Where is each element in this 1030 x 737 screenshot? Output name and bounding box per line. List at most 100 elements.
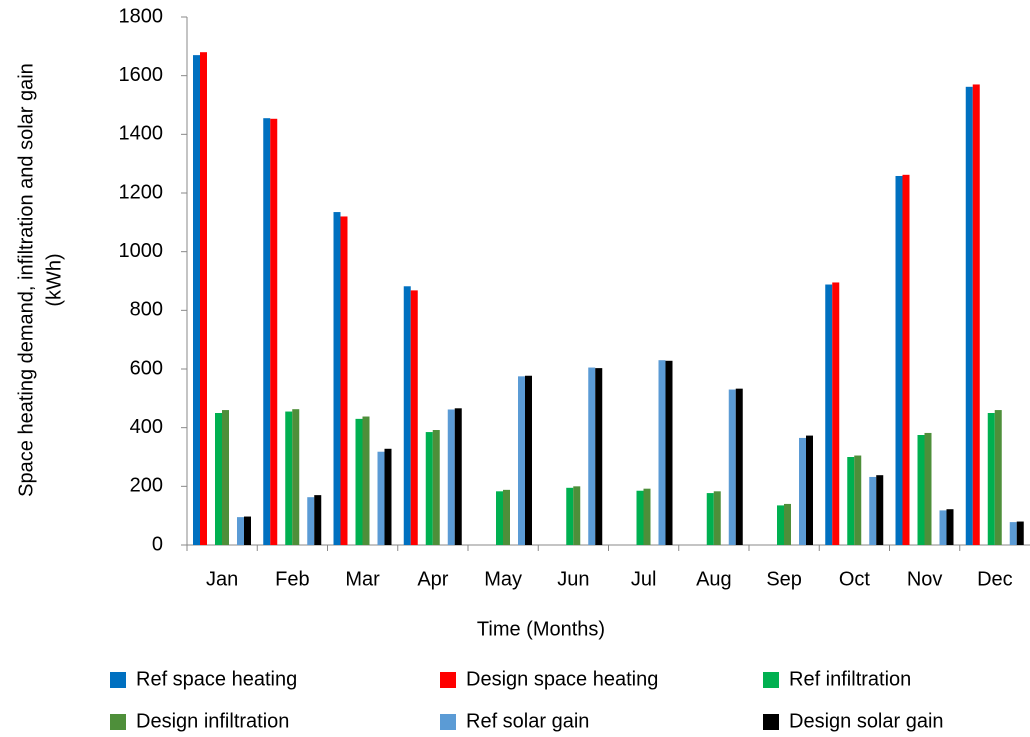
- bar: [643, 488, 651, 545]
- bar: [263, 118, 271, 545]
- bar: [215, 413, 222, 545]
- legend-label: Design infiltration: [136, 710, 289, 732]
- bar: [636, 490, 644, 545]
- bar: [728, 389, 736, 545]
- y-axis-title: (kWh): [43, 253, 65, 306]
- bar: [573, 486, 581, 545]
- bar: [496, 491, 503, 545]
- bar: [410, 290, 418, 545]
- y-tick-label: 1000: [119, 240, 164, 262]
- y-tick-label: 1200: [119, 181, 164, 203]
- bar: [307, 497, 315, 545]
- legend-swatch: [440, 714, 456, 730]
- bar: [665, 360, 673, 545]
- legend-swatch: [110, 672, 126, 688]
- bar: [924, 432, 932, 545]
- bar: [847, 457, 855, 545]
- x-tick-label: Dec: [977, 568, 1013, 590]
- bar: [193, 55, 200, 546]
- bar: [362, 416, 370, 545]
- bar: [333, 212, 341, 546]
- bar: [713, 491, 721, 545]
- bar: [735, 388, 743, 545]
- bar: [384, 448, 392, 545]
- bar: [403, 286, 411, 545]
- x-axis-title: Time (Months): [477, 618, 605, 640]
- bar: [1016, 521, 1024, 545]
- y-tick-label: 0: [152, 533, 163, 555]
- bar: [987, 413, 995, 545]
- bar: [895, 175, 903, 545]
- bar: [525, 375, 532, 545]
- bar: [1009, 522, 1017, 545]
- legend-label: Ref solar gain: [466, 710, 589, 732]
- x-tick-label: Jan: [206, 568, 238, 590]
- y-tick-label: 1400: [119, 123, 164, 145]
- bar: [425, 432, 433, 545]
- bar: [994, 410, 1002, 545]
- bar: [706, 493, 714, 545]
- y-tick-label: 1800: [119, 5, 164, 27]
- bar: [503, 489, 510, 545]
- bar: [965, 86, 973, 546]
- bar: [799, 437, 806, 545]
- legend-label: Ref space heating: [136, 668, 297, 690]
- bar: [658, 360, 666, 545]
- x-tick-label: Nov: [907, 568, 943, 590]
- bar: [869, 476, 877, 545]
- x-tick-label: Apr: [417, 568, 448, 590]
- bar: [972, 84, 980, 545]
- bar: [292, 409, 300, 545]
- legend-swatch: [763, 714, 779, 730]
- bar: [518, 376, 525, 545]
- bar: [285, 411, 293, 545]
- y-tick-label: 600: [130, 357, 163, 379]
- bar: [566, 487, 574, 545]
- y-tick-label: 400: [130, 416, 163, 438]
- bar: [854, 455, 862, 545]
- bar: [806, 435, 813, 545]
- legend-swatch: [440, 672, 456, 688]
- bar: [237, 517, 244, 545]
- legend-label: Design space heating: [466, 668, 658, 690]
- x-tick-label: Aug: [696, 568, 732, 590]
- bar: [784, 503, 791, 545]
- y-tick-label: 200: [130, 475, 163, 497]
- legend-swatch: [763, 672, 779, 688]
- x-tick-label: Mar: [345, 568, 380, 590]
- x-tick-label: Jun: [557, 568, 589, 590]
- bar: [270, 118, 278, 545]
- x-tick-label: Feb: [275, 568, 309, 590]
- bar: [314, 495, 322, 545]
- bar: [876, 475, 884, 545]
- bar: [946, 509, 954, 545]
- y-axis-title: Space heating demand, infiltration and s…: [15, 63, 37, 497]
- bar: [588, 367, 596, 545]
- bar: [902, 174, 910, 545]
- bar: [447, 409, 455, 545]
- bar: [355, 418, 363, 545]
- x-tick-label: Jul: [631, 568, 657, 590]
- bar: [777, 505, 784, 545]
- bar: [595, 368, 603, 545]
- bar: [917, 435, 925, 545]
- legend-label: Ref infiltration: [789, 668, 911, 690]
- bar: [222, 410, 229, 545]
- bar: [377, 451, 385, 545]
- bar: [340, 216, 348, 545]
- legend-label: Design solar gain: [789, 710, 944, 732]
- bar: [832, 282, 840, 545]
- x-tick-label: May: [484, 568, 522, 590]
- y-tick-label: 800: [130, 299, 163, 321]
- bar: [244, 516, 251, 545]
- bar: [432, 430, 440, 545]
- bar: [939, 510, 947, 545]
- x-tick-label: Sep: [766, 568, 802, 590]
- y-tick-label: 1600: [119, 64, 164, 86]
- x-tick-label: Oct: [839, 568, 871, 590]
- bar: [825, 284, 833, 545]
- legend-swatch: [110, 714, 126, 730]
- bar: [200, 52, 207, 545]
- bar: [454, 408, 462, 545]
